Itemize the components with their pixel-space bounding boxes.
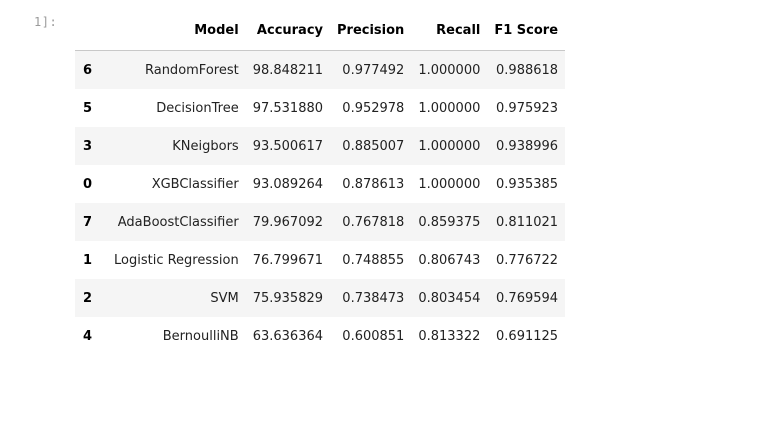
table-row: 5 DecisionTree 97.531880 0.952978 1.0000… xyxy=(75,89,565,127)
cell-f1-score: 0.975923 xyxy=(496,100,559,116)
cell-model: RandomForest xyxy=(144,62,239,78)
header-index xyxy=(75,10,107,51)
row-index: 7 xyxy=(83,214,93,230)
cell-precision: 0.767818 xyxy=(342,214,405,230)
cell-model: Logistic Regression xyxy=(114,252,239,268)
cell-precision: 0.600851 xyxy=(342,328,405,344)
row-index: 0 xyxy=(83,176,93,192)
header-model: Model xyxy=(107,10,246,51)
table-row: 4 BernoulliNB 63.636364 0.600851 0.81332… xyxy=(75,317,565,355)
cell-precision: 0.878613 xyxy=(342,176,405,192)
cell-model: BernoulliNB xyxy=(162,328,239,344)
cell-f1-score: 0.935385 xyxy=(496,176,559,192)
cell-precision: 0.885007 xyxy=(342,138,405,154)
table-row: 1 Logistic Regression 76.799671 0.748855… xyxy=(75,241,565,279)
cell-model: AdaBoostClassifier xyxy=(117,214,239,230)
cell-f1-score: 0.691125 xyxy=(496,328,559,344)
cell-accuracy: 93.500617 xyxy=(252,138,324,154)
cell-model: SVM xyxy=(210,290,239,306)
cell-f1-score: 0.769594 xyxy=(496,290,559,306)
table-row: 3 KNeigbors 93.500617 0.885007 1.000000 … xyxy=(75,127,566,165)
table-row: 7 AdaBoostClassifier 79.967092 0.767818 … xyxy=(75,203,566,241)
cell-f1-score: 0.988618 xyxy=(496,62,559,78)
cell-accuracy: 93.089264 xyxy=(252,176,324,192)
cell-accuracy: 63.636364 xyxy=(252,328,324,344)
header-f1-score: F1 Score xyxy=(487,10,566,51)
cell-recall: 1.000000 xyxy=(418,138,481,154)
cell-accuracy: 97.531880 xyxy=(252,100,324,116)
cell-recall: 0.859375 xyxy=(418,214,481,230)
cell-f1-score: 0.938996 xyxy=(496,138,559,154)
row-index: 1 xyxy=(83,252,93,268)
row-index: 3 xyxy=(83,138,93,154)
cell-accuracy: 76.799671 xyxy=(252,252,324,268)
cell-f1-score: 0.811021 xyxy=(496,214,559,230)
header-precision: Precision xyxy=(330,10,412,51)
cell-output-prompt: 1]: xyxy=(34,15,58,29)
results-table: Model Accuracy Precision Recall F1 Score… xyxy=(75,10,566,355)
cell-recall: 1.000000 xyxy=(418,62,481,78)
header-recall: Recall xyxy=(411,10,488,51)
cell-precision: 0.977492 xyxy=(342,62,405,78)
cell-model: KNeigbors xyxy=(172,138,239,154)
cell-f1-score: 0.776722 xyxy=(496,252,559,268)
cell-precision: 0.738473 xyxy=(342,290,405,306)
cell-precision: 0.952978 xyxy=(342,100,405,116)
row-index: 2 xyxy=(83,290,93,306)
cell-accuracy: 75.935829 xyxy=(252,290,324,306)
cell-recall: 1.000000 xyxy=(418,100,481,116)
cell-precision: 0.748855 xyxy=(342,252,405,268)
table-header-row: Model Accuracy Precision Recall F1 Score xyxy=(75,10,566,51)
cell-recall: 0.813322 xyxy=(418,328,481,344)
dataframe-output: Model Accuracy Precision Recall F1 Score… xyxy=(75,10,566,355)
cell-accuracy: 98.848211 xyxy=(252,62,324,78)
row-index: 4 xyxy=(83,328,93,344)
cell-model: DecisionTree xyxy=(156,100,239,116)
header-accuracy: Accuracy xyxy=(245,10,331,51)
cell-recall: 0.803454 xyxy=(418,290,481,306)
table-row: 0 XGBClassifier 93.089264 0.878613 1.000… xyxy=(75,165,565,203)
cell-recall: 1.000000 xyxy=(418,176,481,192)
cell-recall: 0.806743 xyxy=(418,252,481,268)
cell-accuracy: 79.967092 xyxy=(252,214,324,230)
row-index: 5 xyxy=(83,100,93,116)
cell-model: XGBClassifier xyxy=(151,176,239,192)
table-row: 2 SVM 75.935829 0.738473 0.803454 0.7695… xyxy=(75,279,566,317)
row-index: 6 xyxy=(83,62,93,78)
table-row: 6 RandomForest 98.848211 0.977492 1.0000… xyxy=(75,50,566,89)
